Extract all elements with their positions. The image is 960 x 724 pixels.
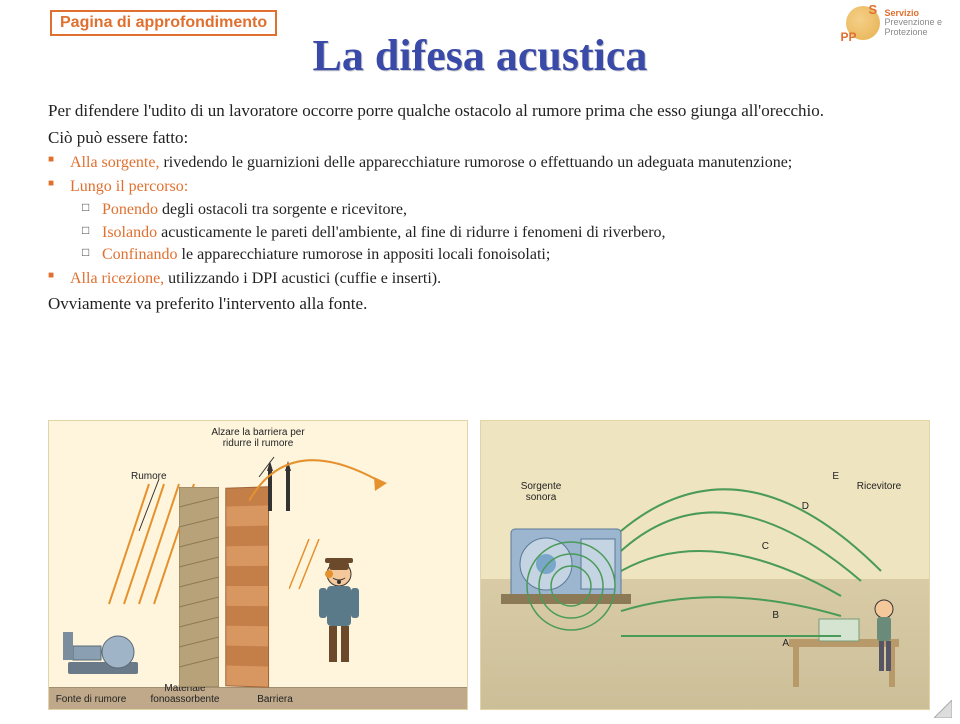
sub-bullet-list: Ponendo degli ostacoli tra sorgente e ri… (70, 199, 920, 266)
illustration-row: Alzare la barriera per ridurre il rumore… (48, 420, 930, 710)
leader-lines (49, 421, 468, 701)
bullet-item: Lungo il percorso: Ponendo degli ostacol… (48, 176, 920, 266)
sub-bullet-item: Ponendo degli ostacoli tra sorgente e ri… (82, 199, 920, 221)
bullet-list: Alla sorgente, rivedendo le guarnizioni … (48, 152, 920, 290)
path-label-d: D (802, 501, 809, 512)
page-corner-icon (934, 700, 952, 718)
path-label-c: C (762, 541, 769, 552)
content-body: Per difendere l'udito di un lavoratore o… (48, 100, 920, 314)
bullet-item: Alla ricezione, utilizzando i DPI acusti… (48, 268, 920, 290)
path-label-a: A (782, 638, 789, 649)
illustration-barrier: Alzare la barriera per ridurre il rumore… (48, 420, 468, 710)
intro-paragraph: Per difendere l'udito di un lavoratore o… (48, 100, 920, 122)
path-label-b: B (772, 610, 779, 621)
sub-bullet-item: Isolando acusticamente le pareti dell'am… (82, 222, 920, 244)
sound-paths (481, 421, 930, 701)
illustration-room-paths: Sorgente sonora Ricevitore (480, 420, 930, 710)
path-label-e: E (832, 471, 839, 482)
sub-bullet-item: Confinando le apparecchiature rumorose i… (82, 244, 920, 266)
logo-letter-s: S (868, 2, 877, 17)
closing-line: Ovviamente va preferito l'intervento all… (48, 294, 920, 314)
lead-line: Ciò può essere fatto: (48, 128, 920, 148)
bullet-item: Alla sorgente, rivedendo le guarnizioni … (48, 152, 920, 174)
page-title: La difesa acustica (0, 30, 960, 81)
